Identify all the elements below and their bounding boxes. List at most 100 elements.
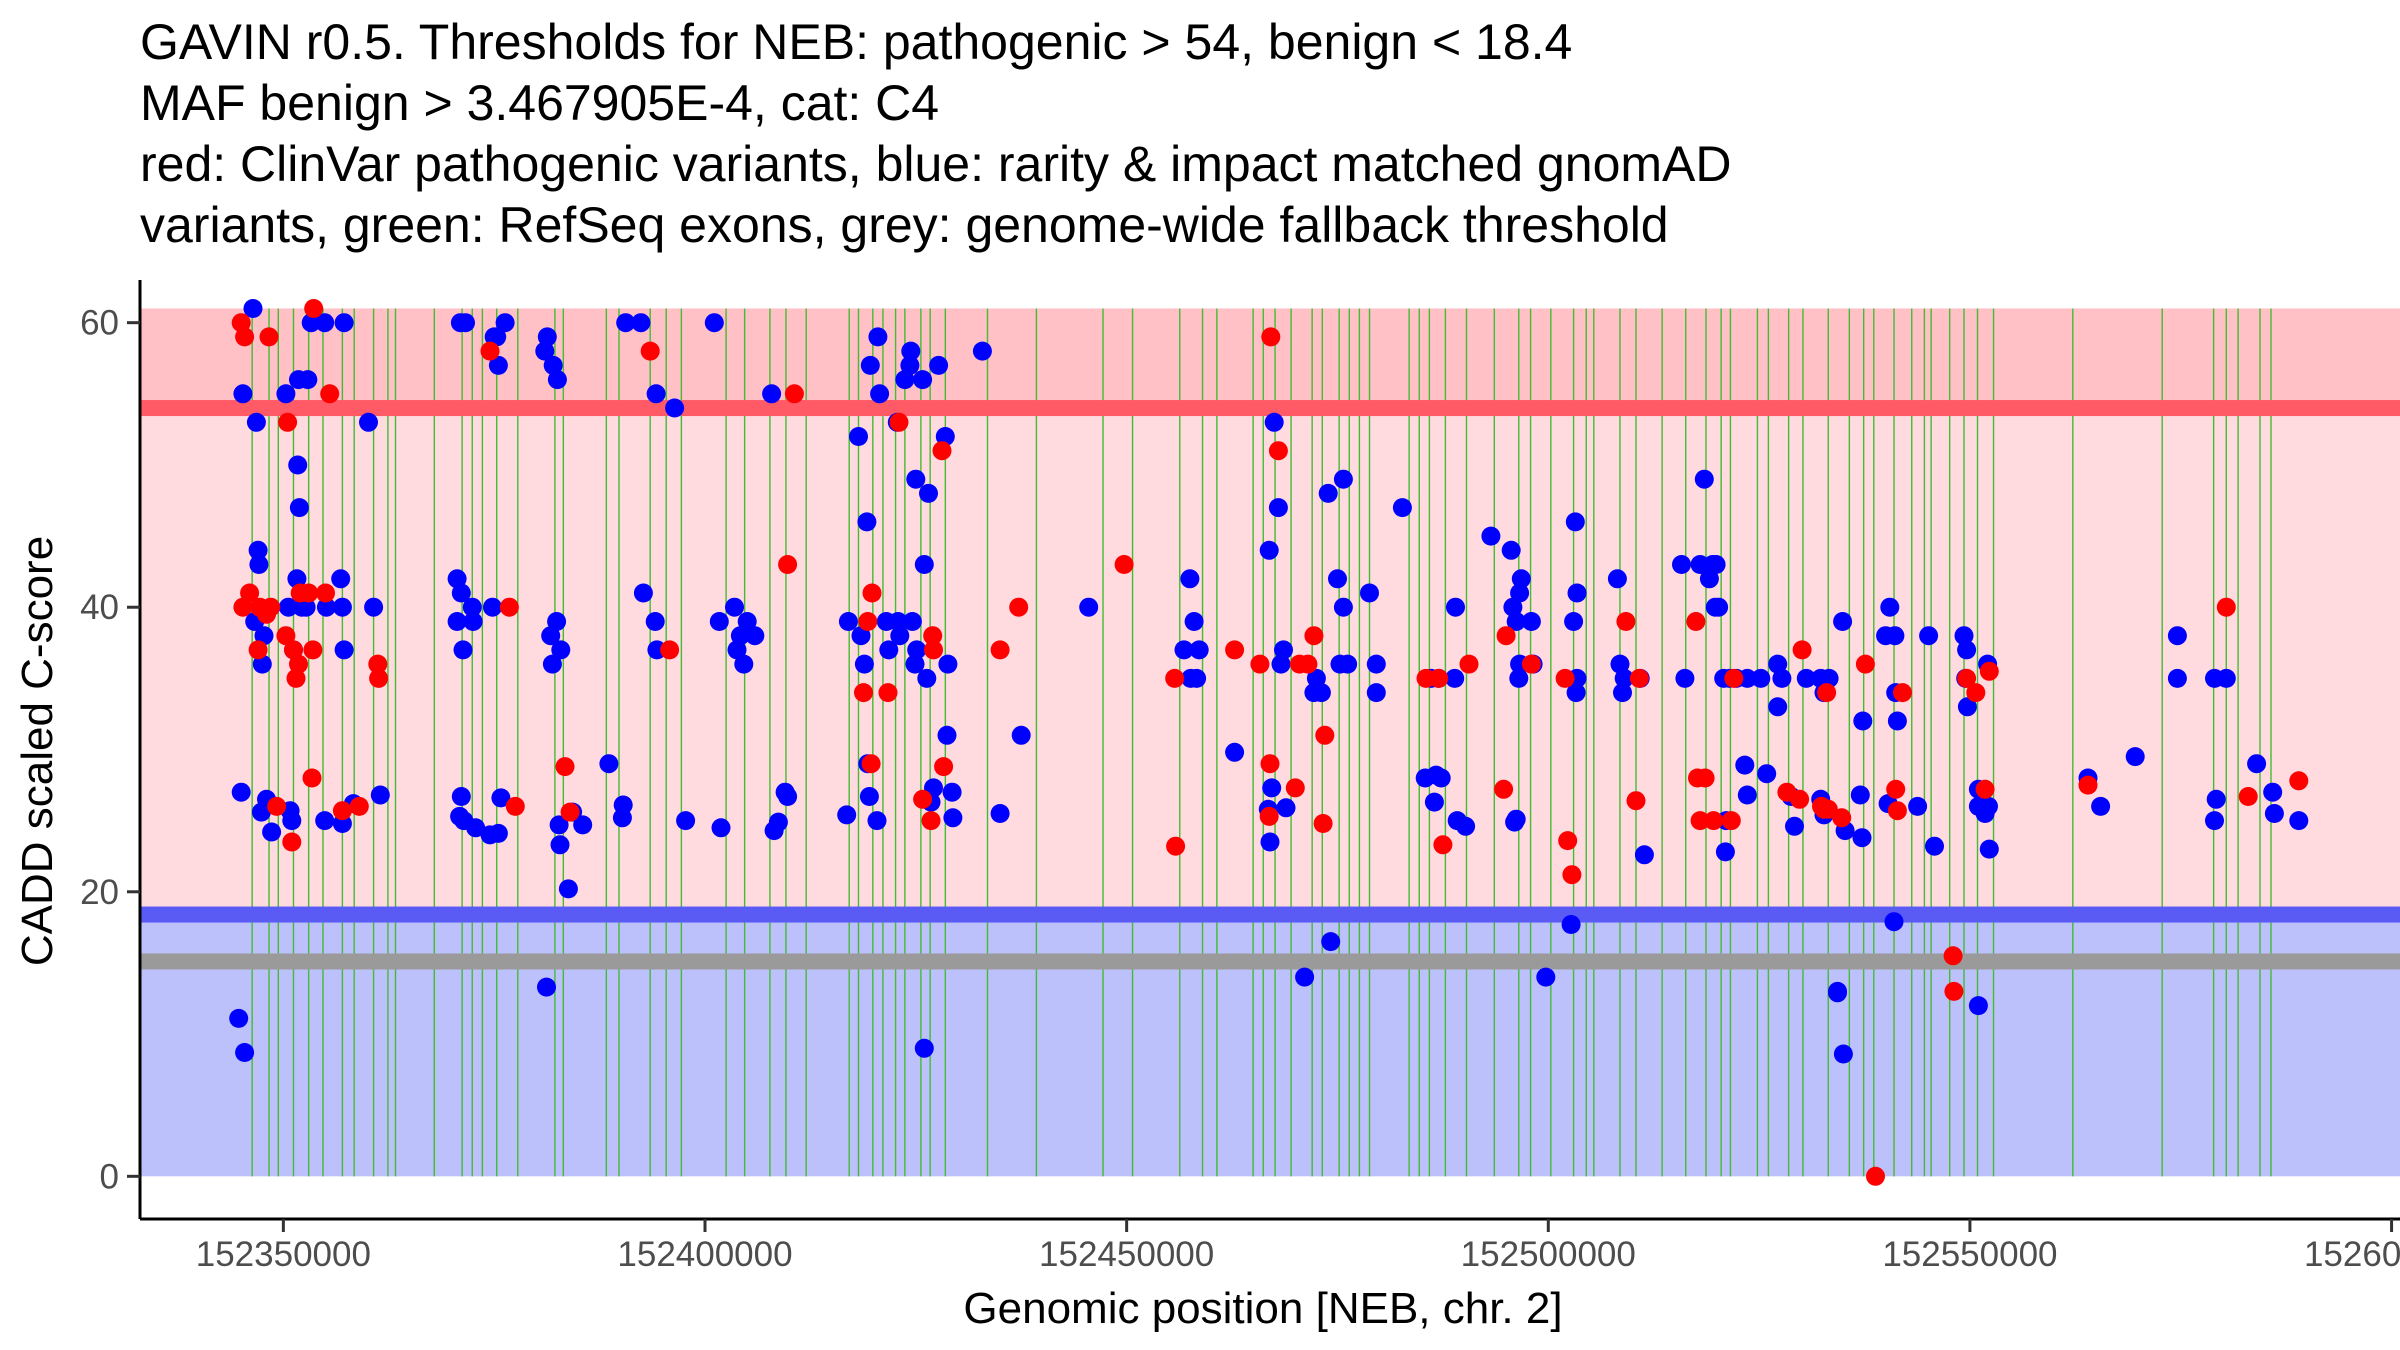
clinvar-point [921, 811, 941, 831]
gnomad-point [665, 398, 685, 418]
gnomad-point [243, 299, 263, 318]
clinvar-point [1966, 683, 1986, 703]
gnomad-point [631, 313, 651, 333]
gnomad-point [730, 626, 750, 646]
gnomad-point [919, 483, 938, 503]
clinvar-point [1792, 640, 1812, 660]
gnomad-point [537, 977, 556, 997]
x-tick-label: 152600000 [2304, 1235, 2400, 1274]
gnomad-point [1850, 785, 1870, 805]
gnomad-point [1737, 668, 1757, 688]
gnomad-point [1184, 612, 1204, 631]
gnomad-point [276, 384, 296, 404]
threshold-zones [140, 308, 2400, 1177]
gnomad-point [2247, 754, 2267, 774]
clinvar-point [1562, 865, 1582, 885]
gnomad-point [937, 725, 957, 745]
gnomad-point [2167, 668, 2187, 688]
clinvar-point [555, 757, 575, 777]
gnomad-point [1338, 654, 1358, 674]
gnomad-point [447, 612, 467, 631]
gnomad-point [1672, 555, 1691, 574]
clinvar-point [2078, 775, 2098, 795]
clinvar-point [640, 341, 660, 361]
gnomad-point [868, 327, 888, 347]
gnomad-point [917, 668, 937, 688]
clinvar-point [990, 640, 1010, 660]
gnomad-point [1264, 412, 1284, 432]
gnomad-point [370, 785, 390, 805]
gnomad-point [233, 384, 253, 404]
gnomad-point [453, 640, 473, 660]
gnomad-point [1260, 832, 1280, 852]
gnomad-point [616, 313, 636, 333]
gnomad-point [1614, 668, 1634, 688]
gnomad-point [254, 626, 274, 646]
gnomad-point [1709, 597, 1729, 617]
gnomad-point [737, 612, 757, 631]
gnomad-point [1768, 654, 1788, 674]
gnomad-point [551, 640, 571, 660]
gnomad-point [1819, 668, 1839, 688]
gnomad-point [1276, 798, 1296, 818]
gnomad-point [1757, 764, 1777, 784]
gnomad-point [1833, 612, 1853, 631]
gnomad-point [838, 612, 858, 631]
gnomad-point [248, 540, 268, 560]
gnomad-point [943, 808, 963, 828]
gnomad-point [462, 597, 482, 617]
gnomad-point [231, 782, 251, 802]
gnomad-point [282, 811, 302, 831]
gnomad-point [547, 370, 567, 390]
gnomad-point [857, 512, 877, 532]
clinvar-point [1626, 791, 1646, 811]
gnomad-point [488, 355, 508, 375]
clinvar-point [1886, 779, 1906, 799]
gnomad-point [633, 583, 653, 603]
clinvar-point [1979, 661, 1999, 681]
gnomad-point [2125, 747, 2145, 767]
gnomad-point [488, 823, 508, 843]
gnomad-point [316, 597, 336, 617]
threshold-lines [140, 400, 2400, 970]
gnomad-point [1079, 597, 1099, 617]
gnomad-point [849, 427, 868, 446]
gnomad-point [1509, 668, 1529, 688]
clinvar-point [303, 640, 323, 660]
gnomad-point [495, 313, 515, 333]
gnomad-point [612, 808, 632, 828]
clinvar-point [878, 683, 898, 703]
gnomad-point [463, 612, 483, 631]
gnomad-point [262, 822, 282, 842]
clinvar-point [276, 626, 296, 646]
gnomad-point [558, 879, 578, 899]
clinvar-point [1616, 612, 1636, 631]
clinvar-point [2216, 597, 2236, 617]
gnomad-point [929, 355, 949, 375]
gnomad-point [2205, 811, 2224, 831]
clinvar-point [1009, 597, 1029, 617]
axes [138, 280, 2400, 1221]
data-points [229, 299, 2309, 1186]
gnomad-point [1706, 555, 1726, 574]
gnomad-point [1613, 683, 1632, 703]
gnomad-point [1768, 697, 1788, 717]
gnomad-point [711, 818, 731, 838]
gnomad-point [289, 498, 309, 518]
gnomad-point [1833, 1044, 1853, 1064]
gnomad-point [278, 597, 298, 617]
gnomad-point [762, 384, 782, 404]
gnomad-point [1887, 711, 1907, 731]
clinvar-point [235, 327, 255, 347]
chart-title-line-1: GAVIN r0.5. Thresholds for NEB: pathogen… [140, 14, 1573, 70]
gnomad-point [1796, 668, 1816, 688]
chart-title: GAVIN r0.5. Thresholds for NEB: pathogen… [140, 12, 2340, 256]
clinvar-point [1558, 831, 1578, 851]
clinvar-point [349, 796, 369, 816]
gnomad-point [2206, 789, 2226, 809]
gnomad-point [1189, 640, 1209, 660]
clinvar-point [261, 597, 281, 617]
clinvar-point [1166, 836, 1186, 856]
gnomad-point [902, 612, 922, 631]
gnomad-point [487, 327, 507, 347]
